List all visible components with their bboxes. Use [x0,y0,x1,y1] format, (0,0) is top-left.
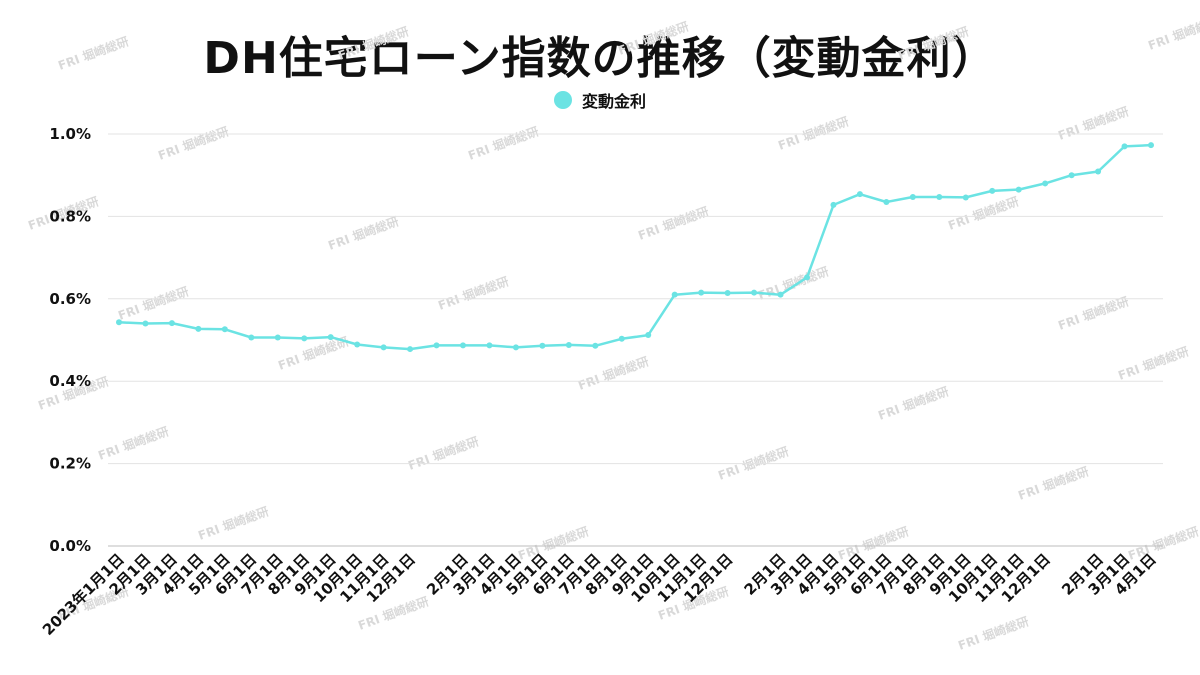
legend: 変動金利 [0,88,1200,112]
data-point [195,325,202,332]
y-tick-label: 0.4% [49,372,91,390]
data-point [1042,180,1049,187]
data-point [168,320,175,327]
data-point [565,341,572,348]
series-group [116,142,1154,353]
data-point [777,291,784,298]
watermark-text: FRI 堀崎総研 [946,193,1021,232]
data-point [433,342,440,349]
y-tick-label: 0.6% [49,290,91,308]
data-point [539,342,546,349]
watermark-text: FRI 堀崎総研 [1126,523,1200,562]
watermark-text: FRI 堀崎総研 [1056,103,1131,142]
series-line [118,143,1152,351]
watermark-text: FRI 堀崎総研 [156,123,231,162]
y-tick-label: 0.8% [49,207,91,225]
data-point [804,274,810,281]
data-point [1148,142,1154,149]
data-point [909,194,916,201]
y-tick-label: 0.2% [49,455,91,473]
data-point [274,334,281,341]
data-point [698,289,705,296]
data-point [407,346,414,353]
y-tick-label: 1.0% [49,125,91,143]
data-point [221,326,228,333]
data-point [486,342,493,349]
data-point [936,194,943,201]
watermark-text: FRI 堀崎総研 [436,273,511,312]
watermark-text: FRI 堀崎総研 [516,523,591,562]
data-point [830,201,837,208]
watermark-text: FRI 堀崎総研 [466,123,541,162]
data-point [354,341,361,348]
watermark-text: FRI 堀崎総研 [876,383,951,422]
data-point [883,198,890,205]
watermark-text: FRI 堀崎総研 [96,423,171,462]
watermark-text: FRI 堀崎総研 [636,203,711,242]
y-tick-label: 0.0% [49,537,91,555]
watermark-text: FRI 堀崎総研 [1016,463,1091,502]
watermark-text: FRI 堀崎総研 [896,23,971,62]
data-point [724,290,731,297]
data-point [512,344,519,351]
legend-marker [553,91,572,109]
data-point [327,334,334,341]
watermark-text: FRI 堀崎総研 [956,613,1031,652]
watermark-text: FRI 堀崎総研 [336,23,411,62]
watermark-text: FRI 堀崎総研 [406,433,481,472]
data-point [671,291,678,298]
chart-title: DH住宅ローン指数の推移（変動金利） [203,33,997,84]
data-point [1095,168,1102,175]
watermark-text: FRI 堀崎総研 [1146,13,1200,52]
x-axis-ticks: 2023年1月1日2月1日3月1日4月1日5月1日6月1日7月1日8月1日9月1… [39,550,1160,639]
watermark-text: FRI 堀崎総研 [326,213,401,252]
watermark-text: FRI 堀崎総研 [756,263,831,302]
data-point [248,334,255,341]
watermark-text: FRI 堀崎総研 [776,113,851,152]
data-point [645,332,652,339]
data-point [592,342,599,349]
grid [108,133,1163,547]
data-point [962,194,969,201]
watermark-text: FRI 堀崎総研 [576,353,651,392]
watermark-text: FRI 堀崎総研 [1116,343,1191,382]
legend-label: 変動金利 [581,92,646,111]
data-point [301,335,308,342]
data-point [1015,186,1022,193]
data-point [751,289,758,296]
data-point [380,344,387,351]
watermark-text: FRI 堀崎総研 [616,18,691,57]
watermark-text: FRI 堀崎総研 [116,283,191,322]
watermark-text: FRI 堀崎総研 [836,523,911,562]
watermark-text: FRI 堀崎総研 [196,503,271,542]
data-point [1068,172,1075,179]
y-axis-ticks: 0.0% 0.2% 0.4% 0.6% 0.8% 1.0% [49,125,91,555]
data-point [989,187,996,194]
data-point [460,342,466,349]
data-point [116,319,122,326]
data-point [618,335,625,342]
watermark-text: FRI 堀崎総研 [356,593,431,632]
data-point [1121,143,1128,150]
data-point [856,191,863,198]
watermark-text: FRI 堀崎総研 [56,33,131,72]
data-point [142,320,149,327]
